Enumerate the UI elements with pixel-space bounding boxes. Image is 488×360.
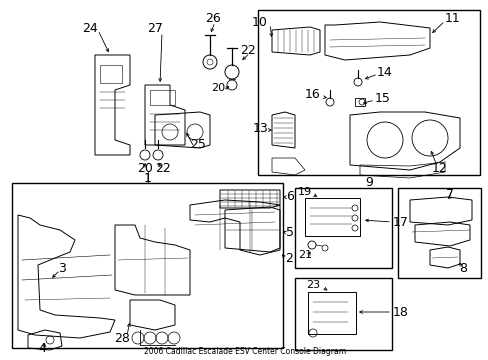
Text: 26: 26 [204, 12, 221, 24]
Text: 22: 22 [240, 44, 255, 57]
Bar [354, 98, 364, 106]
Text: 9: 9 [365, 175, 372, 189]
Text: 11: 11 [444, 12, 460, 24]
Text: 28: 28 [114, 332, 130, 345]
Text: 4: 4 [38, 342, 46, 355]
Text: 6: 6 [285, 189, 293, 202]
Text: 13: 13 [252, 122, 267, 135]
Text: 10: 10 [252, 15, 267, 28]
Text: 16: 16 [305, 89, 320, 102]
Text: 2006 Cadillac Escalade ESV Center Console Diagram: 2006 Cadillac Escalade ESV Center Consol… [143, 347, 346, 356]
Bar [397, 188, 480, 278]
Text: 8: 8 [458, 261, 466, 274]
Bar [258, 10, 479, 175]
Bar [294, 278, 391, 350]
Text: 27: 27 [147, 22, 163, 35]
Bar [12, 183, 283, 348]
Text: 23: 23 [305, 280, 320, 290]
Text: 19: 19 [297, 187, 311, 197]
Bar [305, 198, 359, 236]
Text: 3: 3 [58, 261, 66, 274]
Text: 25: 25 [190, 139, 205, 152]
Text: 18: 18 [392, 306, 408, 319]
Text: 21: 21 [297, 250, 311, 260]
Text: 20: 20 [137, 162, 153, 175]
Text: 5: 5 [285, 225, 293, 238]
Text: 2: 2 [285, 252, 292, 265]
Text: 7: 7 [445, 189, 453, 202]
Text: 22: 22 [155, 162, 170, 175]
Bar [100, 65, 122, 83]
Text: 15: 15 [374, 91, 390, 104]
Bar [307, 292, 355, 334]
Text: 14: 14 [376, 66, 392, 78]
Text: 17: 17 [392, 216, 408, 229]
Bar [150, 90, 175, 105]
Text: 1: 1 [144, 171, 152, 184]
Text: 24: 24 [82, 22, 98, 35]
Bar [294, 188, 391, 268]
Text: 20: 20 [210, 83, 224, 93]
Text: 12: 12 [431, 162, 447, 175]
